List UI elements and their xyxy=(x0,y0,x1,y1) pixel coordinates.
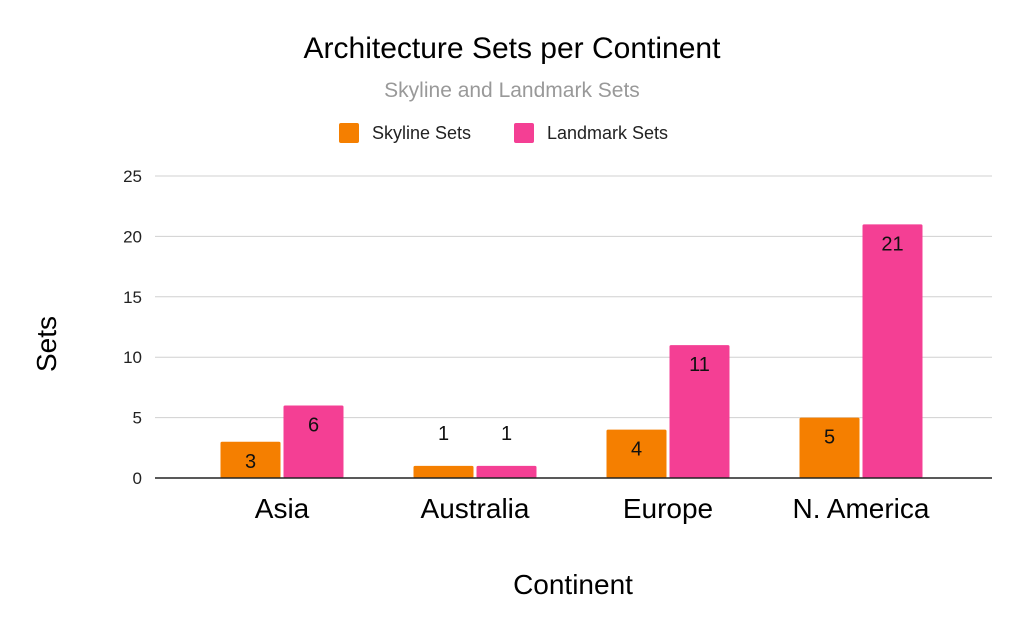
x-tick-label: Australia xyxy=(421,493,530,524)
y-tick-label: 15 xyxy=(123,288,142,307)
data-label: 21 xyxy=(881,233,903,255)
data-label: 1 xyxy=(501,423,512,445)
data-label: 1 xyxy=(438,423,449,445)
y-tick-label: 0 xyxy=(133,469,142,488)
x-tick-label: N. America xyxy=(793,493,930,524)
x-axis-ticks: Asia Australia Europe N. America xyxy=(255,493,930,524)
y-tick-label: 5 xyxy=(133,409,142,428)
bar-skyline-sets-n-america xyxy=(799,417,860,478)
y-tick-label: 10 xyxy=(123,348,142,367)
bar-skyline-sets-australia xyxy=(413,465,474,478)
legend-swatch xyxy=(514,123,534,143)
legend-label: Skyline Sets xyxy=(372,123,471,143)
legend-swatch xyxy=(339,123,359,143)
bar-landmark-sets-asia xyxy=(283,405,344,478)
y-axis-label: Sets xyxy=(31,316,62,372)
legend-label: Landmark Sets xyxy=(547,123,668,143)
x-tick-label: Asia xyxy=(255,493,310,524)
y-tick-label: 25 xyxy=(123,167,142,186)
data-label: 3 xyxy=(245,451,256,473)
bar-landmark-sets-europe xyxy=(669,345,730,478)
data-label: 4 xyxy=(631,439,642,461)
data-label: 6 xyxy=(308,415,319,437)
y-tick-label: 20 xyxy=(123,227,142,246)
bars xyxy=(220,224,923,478)
bar-skyline-sets-asia xyxy=(220,441,281,478)
data-label: 11 xyxy=(689,354,710,376)
bar-landmark-sets-n-america xyxy=(862,224,923,478)
x-axis-label: Continent xyxy=(513,569,633,600)
chart-subtitle: Skyline and Landmark Sets xyxy=(384,79,640,102)
bar-skyline-sets-europe xyxy=(606,429,667,478)
y-axis-ticks: 0 5 10 15 20 25 xyxy=(123,167,142,488)
legend: Skyline Sets Landmark Sets xyxy=(339,123,668,143)
x-tick-label: Europe xyxy=(623,493,713,524)
data-label: 5 xyxy=(824,427,835,449)
bar-landmark-sets-australia xyxy=(476,465,537,478)
chart-title: Architecture Sets per Continent xyxy=(304,32,722,65)
